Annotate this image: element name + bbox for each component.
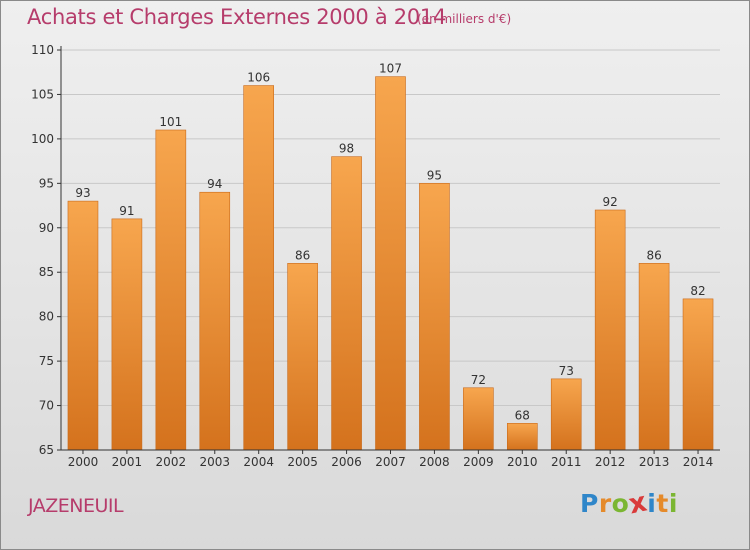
x-tick-label: 2014 [683,455,714,469]
logo-letter: o [611,489,630,518]
x-tick-label: 2000 [68,455,99,469]
y-tick-label: 80 [39,310,54,324]
bar-value-label: 86 [646,248,661,262]
bar-value-label: 101 [159,115,182,129]
x-tick-label: 2004 [243,455,274,469]
bar-2009 [463,387,494,451]
bar-value-label: 72 [471,373,486,387]
logo-letter: r [598,489,612,518]
x-tick-label: 2003 [199,455,230,469]
x-tick-label: 2008 [419,455,450,469]
x-tick-label: 2013 [639,455,670,469]
bar-2012 [594,209,626,451]
y-tick-label: 90 [39,221,54,235]
chart-subtitle: (en milliers d'€) [417,12,512,26]
x-tick-label: 2005 [287,455,318,469]
bar-2010 [506,423,538,451]
bar-2003 [199,191,231,451]
x-tick-label: 2001 [112,455,143,469]
bar-2006 [331,156,362,451]
bar-value-label: 98 [339,142,354,156]
commune-name: JAZENEUIL [28,495,124,517]
x-tick-label: 2007 [375,455,406,469]
bar-2005 [287,263,318,451]
y-tick-label: 100 [31,132,54,146]
logo-letter: i [647,489,657,518]
x-tick-label: 2002 [156,455,187,469]
bar-2001 [111,218,143,451]
y-tick-label: 85 [39,265,54,279]
bar-value-label: 93 [75,186,90,200]
bar-value-label: 86 [295,248,310,262]
bar-2007 [375,76,406,451]
proxiti-logo: Proxiti [580,486,678,520]
bar-value-label: 95 [427,168,442,182]
bar-value-label: 106 [247,71,270,85]
bar-value-label: 68 [515,408,530,422]
x-tick-label: 2009 [463,455,494,469]
x-tick-label: 2012 [595,455,626,469]
bar-value-label: 82 [690,284,705,298]
logo-letter: P [580,489,599,518]
bar-value-label: 73 [559,364,574,378]
bar-value-label: 107 [379,62,402,76]
y-tick-label: 75 [39,354,54,368]
x-tick-label: 2011 [551,455,582,469]
y-tick-label: 95 [39,176,54,190]
logo-letter: i [668,489,678,518]
chart-title: Achats et Charges Externes 2000 à 2014 [27,5,447,29]
bar-2014 [682,298,714,451]
bar-2002 [155,129,187,451]
y-tick-label: 105 [31,87,54,101]
bar-2000 [67,200,99,451]
y-tick-label: 110 [31,43,54,57]
bar-2008 [419,183,450,451]
bar-2013 [638,263,670,451]
y-tick-label: 70 [39,399,54,413]
bar-value-label: 91 [119,204,134,218]
y-tick-label: 65 [39,443,54,457]
x-tick-label: 2006 [331,455,362,469]
bar-value-label: 92 [603,195,618,209]
logo-letter: t [656,489,669,518]
x-tick-label: 2010 [507,455,538,469]
bar-2011 [550,378,582,451]
bar-2004 [243,85,274,451]
bar-value-label: 94 [207,177,222,191]
